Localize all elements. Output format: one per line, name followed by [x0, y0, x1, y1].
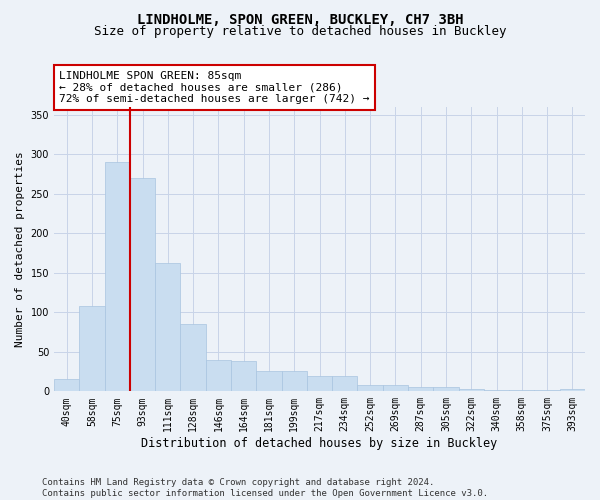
- Text: LINDHOLME, SPON GREEN, BUCKLEY, CH7 3BH: LINDHOLME, SPON GREEN, BUCKLEY, CH7 3BH: [137, 12, 463, 26]
- Text: Contains HM Land Registry data © Crown copyright and database right 2024.
Contai: Contains HM Land Registry data © Crown c…: [42, 478, 488, 498]
- Bar: [408, 388, 433, 392]
- Bar: [458, 389, 484, 392]
- Bar: [256, 371, 281, 392]
- Bar: [484, 390, 509, 392]
- Text: LINDHOLME SPON GREEN: 85sqm
← 28% of detached houses are smaller (286)
72% of se: LINDHOLME SPON GREEN: 85sqm ← 28% of det…: [59, 71, 370, 104]
- Bar: [104, 162, 130, 392]
- Bar: [332, 376, 358, 392]
- Bar: [433, 388, 458, 392]
- Bar: [509, 390, 535, 392]
- Bar: [54, 380, 79, 392]
- Bar: [130, 178, 155, 392]
- Bar: [383, 385, 408, 392]
- Bar: [206, 360, 231, 392]
- Bar: [155, 262, 181, 392]
- Bar: [79, 306, 104, 392]
- Bar: [231, 362, 256, 392]
- Bar: [307, 376, 332, 392]
- Bar: [181, 324, 206, 392]
- Bar: [535, 390, 560, 392]
- X-axis label: Distribution of detached houses by size in Buckley: Distribution of detached houses by size …: [142, 437, 497, 450]
- Y-axis label: Number of detached properties: Number of detached properties: [15, 152, 25, 347]
- Text: Size of property relative to detached houses in Buckley: Size of property relative to detached ho…: [94, 25, 506, 38]
- Bar: [358, 385, 383, 392]
- Bar: [560, 389, 585, 392]
- Bar: [281, 371, 307, 392]
